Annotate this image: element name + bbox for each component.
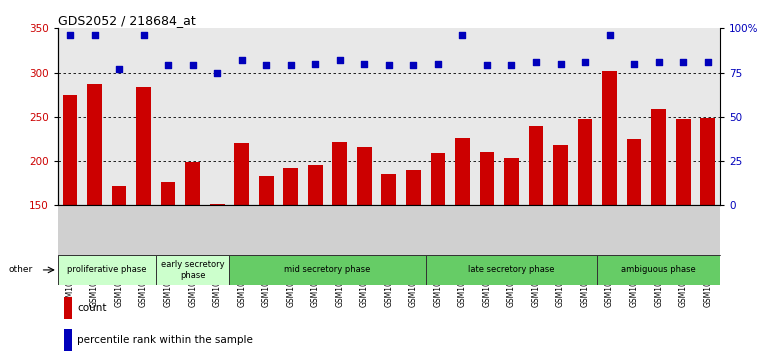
Bar	[283, 168, 298, 205]
Bar	[65, 329, 72, 351]
Bar	[186, 162, 200, 205]
Bar	[381, 174, 397, 205]
Bar	[308, 165, 323, 205]
Bar	[357, 147, 372, 205]
Bar	[161, 182, 176, 205]
Bar	[676, 119, 691, 205]
Point	[701, 59, 714, 65]
Text: early secretory
phase: early secretory phase	[161, 260, 225, 280]
Point	[113, 66, 126, 72]
Bar	[406, 170, 420, 205]
Bar	[65, 297, 72, 319]
Bar	[58, 255, 156, 285]
Bar	[455, 138, 470, 205]
Point	[530, 59, 542, 65]
Point	[137, 33, 149, 38]
Point	[64, 33, 76, 38]
Point	[480, 63, 493, 68]
Bar	[136, 87, 151, 205]
Point	[89, 33, 101, 38]
Bar	[259, 176, 273, 205]
Point	[260, 63, 273, 68]
Bar	[87, 84, 102, 205]
Bar	[333, 142, 347, 205]
Bar	[229, 255, 426, 285]
Bar	[430, 153, 445, 205]
Text: GDS2052 / 218684_at: GDS2052 / 218684_at	[58, 14, 196, 27]
Bar	[480, 152, 494, 205]
Bar	[62, 95, 77, 205]
Point	[652, 59, 665, 65]
Bar	[627, 139, 641, 205]
Bar	[234, 143, 249, 205]
Point	[236, 57, 248, 63]
Point	[162, 63, 174, 68]
Bar	[156, 255, 229, 285]
Bar	[701, 118, 715, 205]
Point	[628, 61, 641, 67]
Point	[211, 70, 223, 75]
Point	[333, 57, 346, 63]
Text: percentile rank within the sample: percentile rank within the sample	[77, 335, 253, 345]
Bar	[209, 204, 225, 205]
Point	[457, 33, 469, 38]
Point	[186, 63, 199, 68]
Text: count: count	[77, 303, 106, 313]
Bar	[578, 119, 592, 205]
Point	[285, 63, 297, 68]
Bar	[602, 71, 617, 205]
Text: late secretory phase: late secretory phase	[468, 266, 554, 274]
Text: proliferative phase: proliferative phase	[67, 266, 146, 274]
Point	[309, 61, 321, 67]
Bar	[553, 145, 568, 205]
Bar	[504, 158, 519, 205]
Point	[505, 63, 517, 68]
Point	[432, 61, 444, 67]
Bar	[598, 255, 720, 285]
Point	[554, 61, 567, 67]
Bar	[651, 109, 666, 205]
Point	[677, 59, 689, 65]
Text: mid secretory phase: mid secretory phase	[284, 266, 370, 274]
Point	[604, 33, 616, 38]
Text: ambiguous phase: ambiguous phase	[621, 266, 696, 274]
Text: other: other	[9, 266, 33, 274]
Bar	[529, 126, 544, 205]
Bar	[426, 255, 598, 285]
Point	[358, 61, 370, 67]
Point	[579, 59, 591, 65]
Point	[407, 63, 420, 68]
Bar	[112, 186, 126, 205]
Point	[383, 63, 395, 68]
